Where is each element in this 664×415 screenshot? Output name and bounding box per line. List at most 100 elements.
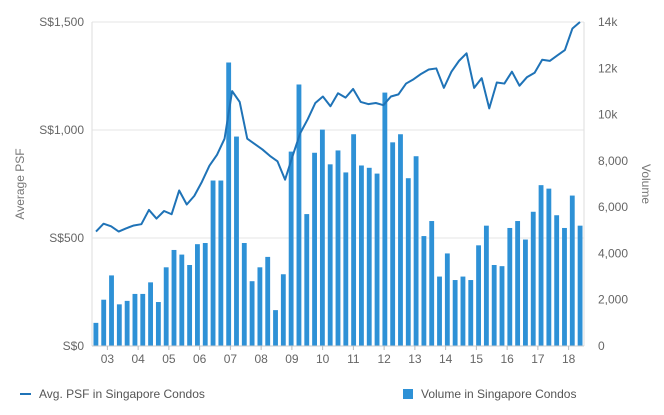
volume-bar[interactable] — [148, 282, 153, 346]
x-tick-label: 07 — [224, 352, 238, 366]
volume-bar[interactable] — [93, 322, 99, 346]
volume-bar[interactable] — [327, 164, 333, 346]
psf-line-layer — [95, 21, 581, 233]
volume-bar[interactable] — [499, 266, 505, 346]
volume-bar[interactable] — [319, 129, 325, 346]
x-tick-label: 15 — [470, 352, 484, 366]
y-left-tick-label: S$1,000 — [39, 123, 84, 137]
volume-bar[interactable] — [507, 227, 513, 346]
volume-bar[interactable] — [179, 254, 185, 346]
volume-bar[interactable] — [257, 267, 263, 346]
y-right-tick-label: 8,000 — [598, 154, 628, 168]
y-left-tick-label: S$0 — [63, 339, 85, 353]
volume-bar[interactable] — [109, 275, 114, 346]
x-tick-label: 03 — [101, 352, 115, 366]
y-left-axis-title: Average PSF — [13, 148, 27, 219]
volume-bar[interactable] — [187, 265, 193, 346]
volume-bar[interactable] — [202, 243, 208, 346]
volume-bar[interactable] — [288, 151, 294, 346]
volume-bar[interactable] — [523, 239, 528, 346]
y-left-tick-label: S$1,500 — [39, 15, 84, 29]
volume-bar[interactable] — [265, 256, 271, 346]
volume-bar[interactable] — [351, 134, 357, 346]
volume-bar[interactable] — [140, 293, 146, 346]
volume-bar[interactable] — [343, 172, 349, 346]
volume-bar[interactable] — [273, 310, 278, 346]
volume-bar[interactable] — [429, 221, 435, 346]
legend-item-volume[interactable]: Volume in Singapore Condos — [421, 387, 576, 401]
volume-bar[interactable] — [421, 236, 427, 346]
volume-bar[interactable] — [234, 136, 239, 346]
volume-bar[interactable] — [210, 180, 216, 346]
volume-bar[interactable] — [249, 281, 255, 346]
volume-bar[interactable] — [218, 180, 224, 346]
volume-bar[interactable] — [226, 62, 232, 347]
x-tick-label: 16 — [500, 352, 514, 366]
volume-bar[interactable] — [335, 150, 341, 346]
volume-bars — [93, 62, 583, 347]
axes: S$0 S$500 S$1,000 S$1,500 0 2,000 4,000 6,000 8,… — [13, 15, 653, 366]
volume-bar[interactable] — [359, 165, 364, 346]
x-tick-label: 18 — [562, 352, 576, 366]
volume-bar[interactable] — [101, 299, 107, 346]
volume-bar[interactable] — [296, 84, 302, 347]
x-tick-label: 05 — [162, 352, 176, 366]
y-right-axis-title: Volume — [639, 164, 653, 204]
volume-bar[interactable] — [155, 302, 161, 346]
volume-bar[interactable] — [468, 280, 474, 346]
volume-bar[interactable] — [476, 245, 481, 346]
volume-bar[interactable] — [124, 300, 130, 346]
psf-line[interactable] — [95, 21, 581, 233]
x-tick-label: 13 — [408, 352, 422, 366]
volume-bar[interactable] — [132, 293, 138, 346]
volume-bar[interactable] — [554, 215, 560, 346]
volume-bar[interactable] — [515, 221, 521, 346]
volume-bar[interactable] — [538, 185, 544, 346]
volume-bar[interactable] — [569, 195, 575, 346]
volume-bar[interactable] — [304, 214, 310, 346]
volume-bar[interactable] — [577, 225, 583, 346]
volume-bar[interactable] — [444, 253, 450, 346]
volume-bar[interactable] — [390, 142, 396, 346]
volume-bar[interactable] — [530, 211, 536, 346]
x-tick-label: 10 — [316, 352, 330, 366]
x-tick-label: 14 — [439, 352, 453, 366]
x-tick-label: 06 — [193, 352, 207, 366]
y-right-tick-label: 2,000 — [598, 293, 628, 307]
volume-bar[interactable] — [452, 280, 458, 346]
legend-item-psf[interactable]: Avg. PSF in Singapore Condos — [39, 387, 205, 401]
y-right-tick-label: 10k — [598, 108, 618, 122]
x-tick-label: 12 — [377, 352, 391, 366]
legend-bar-swatch — [403, 389, 413, 399]
volume-bar[interactable] — [562, 227, 567, 346]
volume-bar[interactable] — [398, 134, 403, 346]
volume-bar[interactable] — [280, 274, 286, 346]
volume-bar[interactable] — [491, 265, 497, 346]
volume-bar[interactable] — [405, 178, 411, 346]
volume-bar[interactable] — [312, 152, 317, 346]
volume-bar[interactable] — [163, 267, 169, 346]
volume-bar[interactable] — [437, 276, 442, 346]
volume-bar[interactable] — [171, 249, 177, 346]
volume-bar[interactable] — [195, 244, 200, 346]
volume-bar[interactable] — [460, 276, 466, 346]
x-tick-label: 17 — [531, 352, 545, 366]
y-left-tick-label: S$500 — [49, 231, 84, 245]
y-right-tick-label: 6,000 — [598, 200, 628, 214]
volume-bar[interactable] — [366, 167, 372, 346]
x-tick-label: 08 — [254, 352, 268, 366]
x-tick-label: 09 — [285, 352, 299, 366]
x-tick-label: 04 — [131, 352, 145, 366]
volume-bar[interactable] — [483, 225, 489, 346]
y-right-tick-label: 14k — [598, 15, 618, 29]
volume-bar[interactable] — [116, 304, 122, 346]
y-right-tick-label: 0 — [598, 339, 605, 353]
volume-bar[interactable] — [241, 243, 247, 346]
volume-bar[interactable] — [374, 173, 380, 346]
volume-bar[interactable] — [413, 156, 419, 346]
y-right-tick-label: 4,000 — [598, 246, 628, 260]
volume-bar[interactable] — [546, 188, 552, 346]
volume-bar[interactable] — [382, 92, 388, 346]
